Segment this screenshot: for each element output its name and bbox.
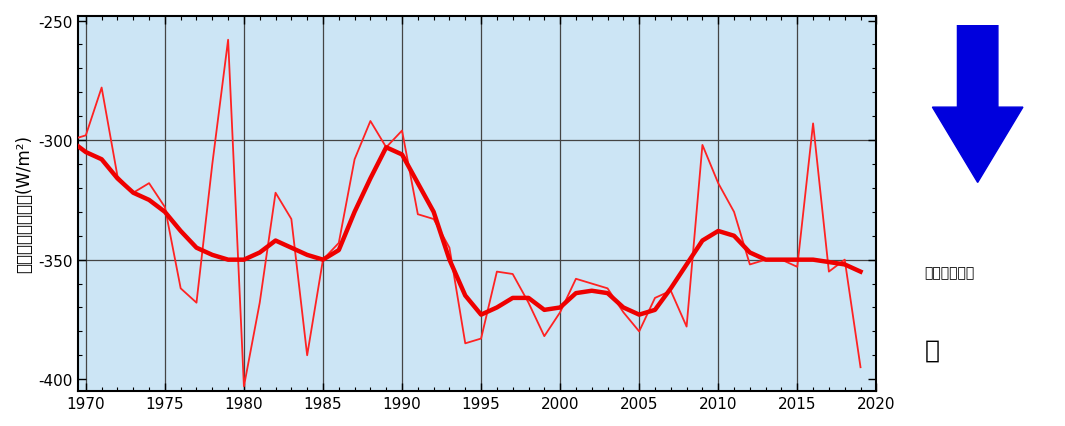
FancyArrow shape: [933, 26, 1023, 183]
Y-axis label: 海面熱フラックス(W/m²): 海面熱フラックス(W/m²): [15, 135, 33, 273]
Text: 冬季海面冷却: 冬季海面冷却: [924, 266, 974, 279]
Text: 強: 強: [924, 337, 939, 361]
